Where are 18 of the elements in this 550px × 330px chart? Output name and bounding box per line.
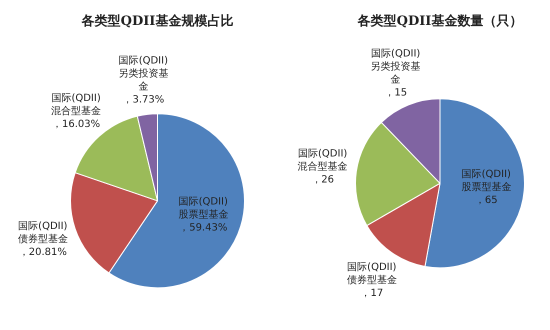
slice-label: 国际(QDII)股票型基金 [461,169,512,194]
slice-label: 国际(QDII)混合型基金 [298,148,348,172]
chart-title: 各类型QDII基金规模占比 [80,14,234,30]
chart-title: 各类型QDII基金数量（只） [356,14,522,30]
slice-label: 国际(QDII)另类投资基金 [370,48,421,86]
data-label: ，59.43% [179,222,228,234]
data-label: ，3.73% [122,94,164,106]
data-label: ，26 [311,174,334,186]
data-label: ，15 [384,87,408,98]
slice-label: 国际(QDII)另类投资基金 [118,56,168,93]
data-label: ，65 [474,195,498,206]
data-label: ，20.81% [18,246,67,258]
slice-label: 国际(QDII)债券型基金 [346,262,397,286]
data-label: ，17 [360,288,384,299]
slice-label: 国际(QDII)混合型基金 [51,92,102,117]
slice-label: 国际(QDII)债券型基金 [18,220,68,245]
slice-label: 国际(QDII)股票型基金 [178,196,228,220]
data-label: ，16.03% [52,118,100,130]
